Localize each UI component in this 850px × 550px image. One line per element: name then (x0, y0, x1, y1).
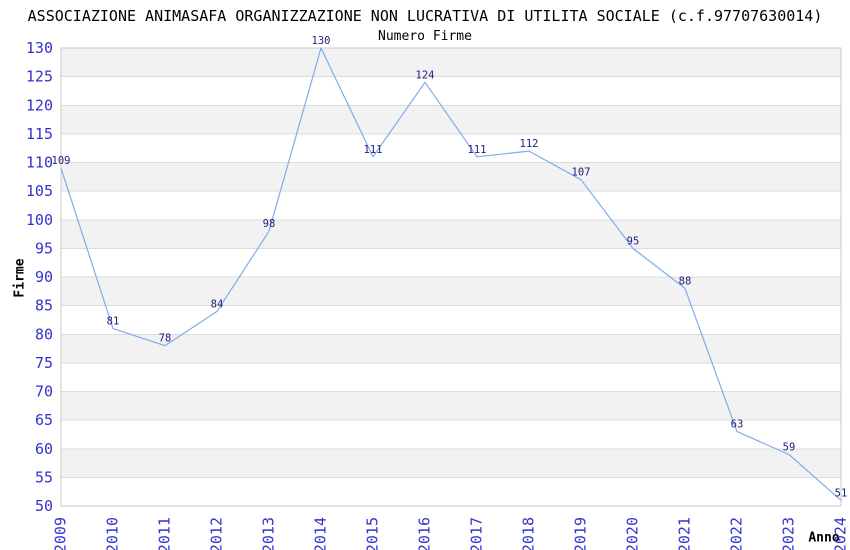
chart-title: ASSOCIAZIONE ANIMASAFA ORGANIZZAZIONE NO… (27, 7, 823, 25)
x-tick-label: 2015 (364, 517, 382, 550)
y-tick-label: 100 (26, 211, 53, 229)
y-tick-label: 110 (26, 154, 53, 172)
x-tick-label: 2022 (728, 517, 746, 550)
y-tick-label: 75 (35, 354, 53, 372)
x-tick-label: 2009 (52, 517, 70, 550)
plot-band (61, 248, 841, 277)
y-tick-label: 50 (35, 497, 53, 515)
y-tick-label: 60 (35, 440, 53, 458)
plot-band (61, 162, 841, 192)
plot-band (61, 334, 841, 363)
y-tick-label: 125 (26, 68, 53, 86)
x-tick-label: 2012 (208, 517, 226, 550)
point-label: 81 (107, 316, 120, 328)
point-label: 107 (572, 167, 591, 179)
y-tick-label: 65 (35, 411, 53, 429)
point-label: 98 (263, 218, 276, 230)
y-tick-label: 130 (26, 39, 53, 57)
point-label: 111 (364, 144, 383, 156)
y-tick-label: 120 (26, 96, 53, 114)
point-label: 130 (312, 35, 331, 47)
x-tick-label: 2011 (156, 517, 174, 550)
y-tick-label: 115 (26, 125, 53, 143)
point-label: 111 (468, 144, 487, 156)
point-label: 95 (627, 235, 640, 247)
plot-band (61, 305, 841, 335)
plot-band (61, 448, 841, 478)
x-tick-label: 2018 (520, 517, 538, 550)
y-tick-label: 105 (26, 182, 53, 200)
plot-band (61, 362, 841, 392)
x-tick-label: 2013 (260, 517, 278, 550)
x-tick-label: 2017 (468, 517, 486, 550)
point-label: 51 (835, 487, 848, 499)
chart-subtitle: Numero Firme (378, 29, 472, 44)
x-tick-label: 2016 (416, 517, 434, 550)
x-tick-label: 2021 (676, 517, 694, 550)
plot-band (61, 191, 841, 220)
signatures-line (60, 47, 842, 501)
point-label: 88 (679, 275, 692, 287)
y-tick-label: 55 (35, 468, 53, 486)
x-tick-label: 2020 (624, 517, 642, 550)
plot-band (61, 219, 841, 249)
point-label: 109 (52, 155, 71, 167)
x-tick-label: 2019 (572, 517, 590, 550)
x-tick-label: 2023 (780, 517, 798, 550)
y-tick-label: 85 (35, 297, 53, 315)
point-label: 59 (783, 441, 796, 453)
point-label: 78 (159, 333, 172, 345)
point-label: 112 (520, 138, 539, 150)
point-label: 124 (416, 69, 435, 81)
plot-band (61, 76, 841, 106)
x-tick-label: 2014 (312, 517, 330, 550)
point-label: 63 (731, 419, 744, 431)
y-tick-label: 80 (35, 325, 53, 343)
y-tick-label: 70 (35, 383, 53, 401)
plot-band (61, 277, 841, 306)
y-tick-label: 95 (35, 239, 53, 257)
plot-border (60, 47, 842, 507)
plot-band (61, 477, 841, 506)
x-tick-label: 2024 (832, 517, 850, 550)
y-tick-label: 90 (35, 268, 53, 286)
plot-band (61, 420, 841, 449)
plot-band (61, 133, 841, 163)
x-tick-label: 2010 (104, 517, 122, 550)
plot-band (61, 48, 841, 77)
x-axis-label: Anno (808, 530, 840, 546)
point-label: 84 (211, 298, 224, 310)
plot-band (61, 391, 841, 421)
